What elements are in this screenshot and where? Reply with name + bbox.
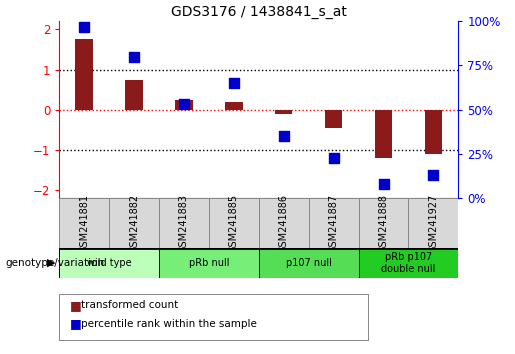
Bar	[59, 248, 159, 278]
Point	[180, 102, 188, 107]
Point	[230, 80, 238, 86]
Bar	[275, 110, 293, 114]
Text: transformed count: transformed count	[81, 300, 179, 310]
Bar	[159, 248, 259, 278]
Bar	[358, 198, 408, 248]
Text: p107 null: p107 null	[286, 258, 332, 268]
Text: GSM241885: GSM241885	[229, 193, 239, 253]
Text: pRb p107
double null: pRb p107 double null	[381, 252, 436, 274]
Bar	[325, 110, 342, 128]
Bar	[259, 198, 308, 248]
Bar	[308, 198, 358, 248]
Text: wild type: wild type	[87, 258, 131, 268]
Title: GDS3176 / 1438841_s_at: GDS3176 / 1438841_s_at	[171, 5, 347, 19]
Text: percentile rank within the sample: percentile rank within the sample	[81, 319, 258, 329]
Point	[330, 155, 338, 160]
Bar	[358, 248, 458, 278]
Text: GSM241882: GSM241882	[129, 193, 139, 253]
Bar	[209, 198, 259, 248]
Bar	[109, 198, 159, 248]
Bar	[225, 102, 243, 110]
Text: genotype/variation: genotype/variation	[5, 258, 104, 268]
Bar	[59, 198, 109, 248]
Bar	[375, 110, 392, 158]
Point	[80, 24, 88, 29]
Bar	[175, 100, 193, 110]
Point	[380, 181, 388, 187]
Text: ■: ■	[70, 317, 81, 330]
Text: GSM241883: GSM241883	[179, 194, 189, 252]
Text: GSM241927: GSM241927	[428, 193, 438, 253]
Bar	[75, 39, 93, 110]
Text: pRb null: pRb null	[188, 258, 229, 268]
Point	[430, 172, 438, 178]
Text: GSM241887: GSM241887	[329, 193, 339, 253]
Bar	[408, 198, 458, 248]
Point	[280, 133, 288, 139]
Text: ■: ■	[70, 299, 81, 312]
Bar	[425, 110, 442, 154]
Bar	[159, 198, 209, 248]
Text: ▶: ▶	[47, 258, 56, 268]
Bar	[125, 80, 143, 110]
Bar	[259, 248, 358, 278]
Text: GSM241886: GSM241886	[279, 194, 289, 252]
Text: GSM241881: GSM241881	[79, 194, 89, 252]
Text: GSM241888: GSM241888	[379, 194, 388, 252]
Point	[130, 54, 138, 59]
